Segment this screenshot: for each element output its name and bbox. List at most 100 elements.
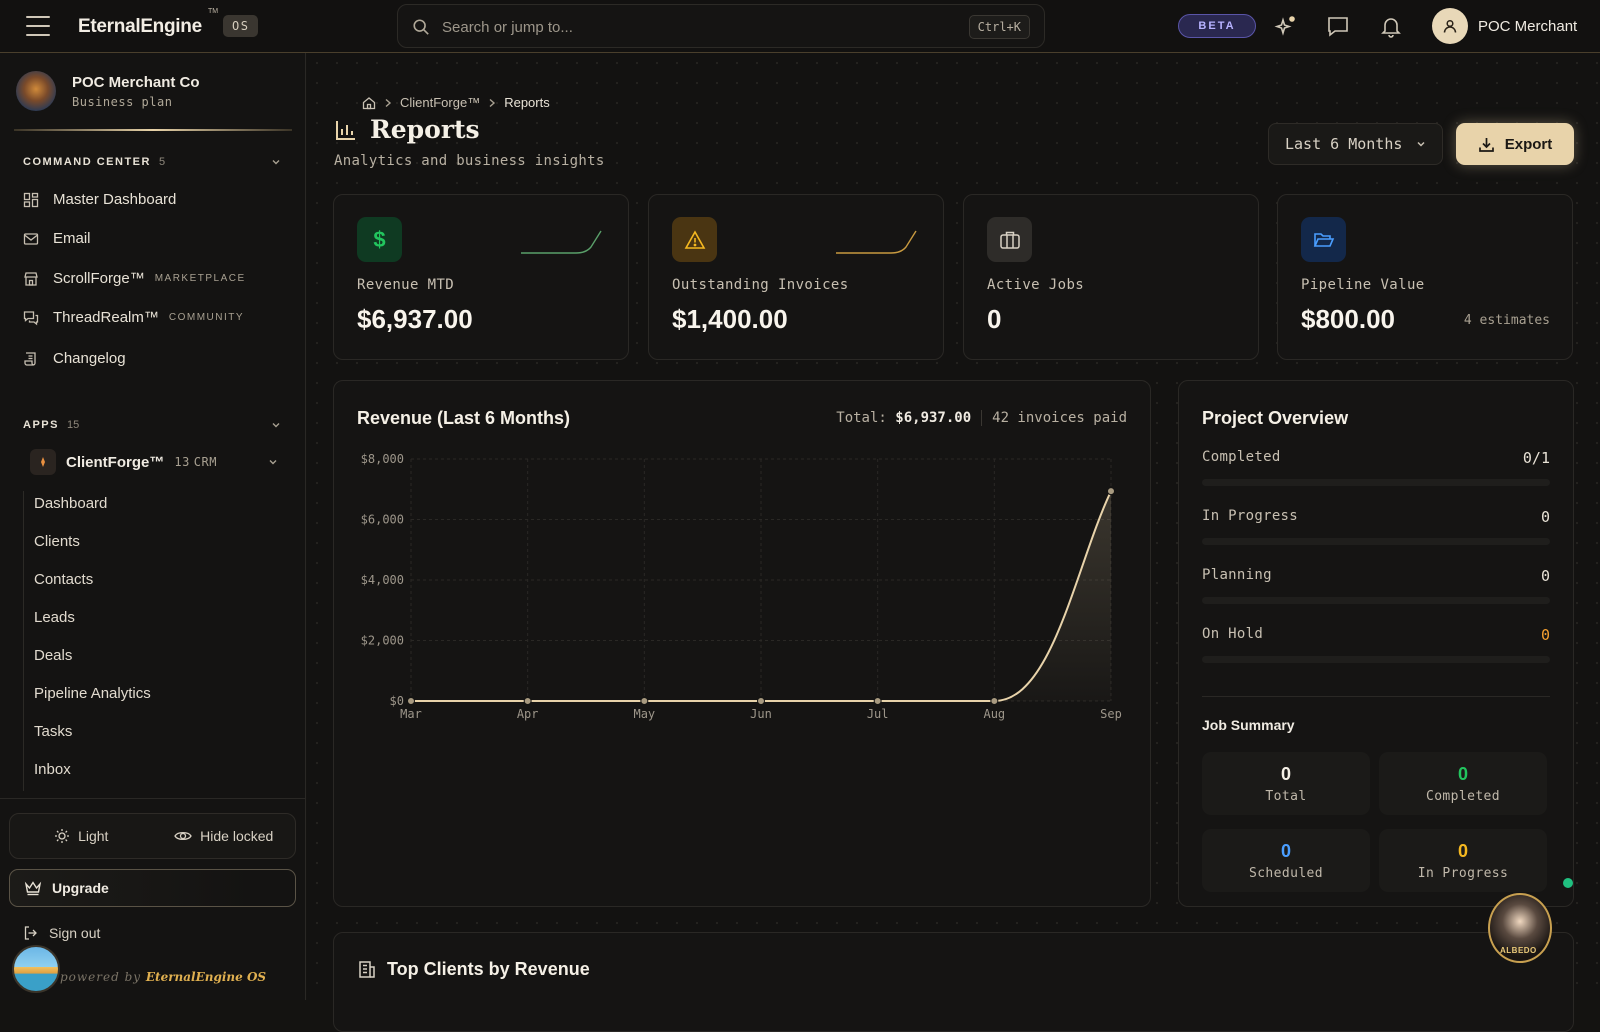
briefcase-icon	[987, 217, 1032, 262]
sidebar: POC Merchant Co Business plan COMMAND CE…	[0, 53, 306, 1000]
os-badge: OS	[223, 15, 259, 37]
overview-row-label: Completed	[1202, 449, 1281, 465]
nav-email[interactable]: Email	[23, 230, 91, 247]
top-clients-card: Top Clients by Revenue	[333, 932, 1574, 1032]
apps-header[interactable]: APPS 15	[23, 419, 79, 431]
app-type: CRM	[193, 455, 217, 469]
dollar-icon: $	[357, 217, 402, 262]
user-avatar	[1432, 8, 1468, 44]
chevron-down-icon[interactable]	[268, 457, 278, 467]
nav-master-dashboard-label: Master Dashboard	[53, 191, 177, 208]
y-tick-label: $4,000	[361, 573, 404, 587]
sidebar-divider	[0, 798, 306, 799]
job-summary-tile[interactable]: 0 Completed	[1379, 752, 1547, 815]
period-value: Last 6 Months	[1285, 135, 1403, 153]
job-summary-title: Job Summary	[1202, 717, 1295, 733]
overview-row-value: 0/1	[1522, 449, 1550, 467]
kpi-active-jobs[interactable]: Active Jobs 0	[963, 194, 1259, 360]
overview-row-value: 0	[1540, 508, 1550, 526]
chevron-down-icon[interactable]	[271, 420, 281, 430]
data-point	[640, 697, 649, 705]
powered-by: powered by EternalEngine OS	[60, 970, 266, 984]
sub-dashboard[interactable]: Dashboard	[34, 495, 108, 512]
sign-out-icon	[24, 926, 37, 940]
bar-chart-icon	[336, 120, 355, 140]
nav-changelog[interactable]: Changelog	[23, 350, 126, 367]
org-switcher[interactable]: POC Merchant Co Business plan	[16, 71, 200, 111]
forum-icon	[23, 310, 39, 325]
sub-tasks[interactable]: Tasks	[34, 723, 73, 740]
nav-master-dashboard[interactable]: Master Dashboard	[23, 191, 176, 208]
folder-open-icon	[1301, 217, 1346, 262]
search-bar[interactable]: Ctrl+K	[397, 4, 1045, 48]
invoices-sparkline	[836, 230, 917, 254]
sparkle-icon[interactable]	[1274, 14, 1298, 38]
revenue-area	[411, 491, 1111, 701]
search-input[interactable]	[442, 15, 922, 39]
project-overview-card: Project Overview Completed 0/1 In Progress…	[1178, 380, 1574, 907]
menu-icon[interactable]	[26, 16, 50, 36]
beach-avatar[interactable]	[12, 945, 60, 993]
user-name: POC Merchant	[1478, 17, 1578, 35]
chat-icon[interactable]	[1326, 14, 1350, 38]
command-center-count: 5	[158, 156, 166, 168]
job-summary-tile[interactable]: 0 Total	[1202, 752, 1370, 815]
top-clients-title: Top Clients by Revenue	[387, 959, 590, 979]
page-subtitle: Analytics and business insights	[334, 153, 605, 169]
data-point	[407, 697, 415, 705]
bell-icon[interactable]	[1379, 14, 1403, 38]
data-point	[757, 697, 765, 705]
app-clientforge[interactable]: ClientForge™ 13 CRM	[30, 447, 288, 477]
anvil-icon	[30, 449, 56, 475]
job-label: Total	[1265, 789, 1307, 804]
sub-pipeline-analytics[interactable]: Pipeline Analytics	[34, 685, 151, 702]
nav-scrollforge[interactable]: ScrollForge™ MARKETPLACE	[23, 270, 246, 287]
sub-clients[interactable]: Clients	[34, 533, 80, 550]
nav-scrollforge-tag: MARKETPLACE	[154, 273, 246, 284]
breadcrumb-app[interactable]: ClientForge™	[400, 95, 481, 110]
org-divider	[14, 129, 292, 131]
beta-badge: BETA	[1178, 14, 1256, 38]
sub-contacts[interactable]: Contacts	[34, 571, 94, 588]
sub-leads[interactable]: Leads	[34, 609, 75, 626]
project-overview-title: Project Overview	[1202, 408, 1349, 428]
job-label: In Progress	[1417, 866, 1509, 881]
x-tick-label: Sep	[1100, 707, 1122, 721]
period-select[interactable]: Last 6 Months	[1268, 123, 1443, 165]
home-icon[interactable]	[362, 96, 376, 110]
assistant-avatar[interactable]	[1488, 893, 1552, 963]
job-label: Scheduled	[1248, 866, 1324, 881]
warning-icon	[672, 217, 717, 262]
chevron-down-icon[interactable]	[271, 157, 281, 167]
apps-count: 15	[66, 419, 80, 431]
sub-deals[interactable]: Deals	[34, 647, 73, 664]
x-tick-label: Apr	[517, 707, 539, 721]
hide-locked-button[interactable]: Hide locked	[153, 814, 296, 858]
theme-light-label: Light	[78, 828, 109, 844]
kpi-label: Active Jobs	[987, 277, 1085, 293]
kpi-outstanding-invoices[interactable]: Outstanding Invoices $1,400.00	[648, 194, 944, 360]
job-summary-tile[interactable]: 0 In Progress	[1379, 829, 1547, 892]
job-summary-tile[interactable]: 0 Scheduled	[1202, 829, 1370, 892]
command-center-header[interactable]: COMMAND CENTER 5	[23, 156, 165, 168]
org-plan: Business plan	[72, 94, 173, 109]
overview-row: On Hold 0	[1202, 626, 1550, 663]
sub-inbox[interactable]: Inbox	[34, 761, 71, 778]
user-menu[interactable]: POC Merchant	[1432, 8, 1577, 44]
brand-name[interactable]: EternalEngine	[78, 16, 202, 37]
revenue-total: Total: $6,937.00 42 invoices paid	[836, 410, 1127, 426]
kpi-revenue-mtd[interactable]: $ Revenue MTD $6,937.00	[333, 194, 629, 360]
nav-threadrealm[interactable]: ThreadRealm™ COMMUNITY	[23, 309, 244, 326]
job-count: 0	[1280, 841, 1291, 861]
powered-prefix: powered by	[60, 970, 142, 984]
kpi-label: Pipeline Value	[1301, 277, 1425, 293]
theme-light-button[interactable]: Light	[10, 814, 153, 858]
sign-out-button[interactable]: Sign out	[23, 925, 100, 941]
chevron-down-icon	[1417, 141, 1425, 147]
revenue-chart: $0 $2,000 $4,000 $6,000 $8,000 Mar Apr May Jun Ju…	[361, 452, 1122, 721]
export-button[interactable]: Export	[1456, 123, 1574, 165]
upgrade-button[interactable]: Upgrade	[9, 869, 296, 907]
kpi-pipeline-value[interactable]: Pipeline Value $800.00 4 estimates	[1277, 194, 1573, 360]
nav-threadrealm-tag: COMMUNITY	[168, 312, 245, 323]
org-name: POC Merchant Co	[72, 73, 200, 91]
